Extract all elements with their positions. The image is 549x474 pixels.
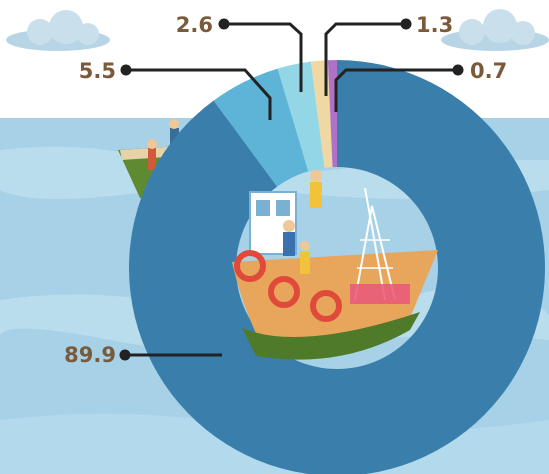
data-label: 2.6 <box>176 13 213 37</box>
leader-dot <box>119 349 131 361</box>
leader-line <box>324 22 406 96</box>
leader-line <box>334 68 458 112</box>
leader-line <box>126 68 272 120</box>
leader-dot <box>120 64 132 76</box>
leader-dot <box>218 18 230 30</box>
leader-dot <box>400 18 412 30</box>
data-label: 5.5 <box>79 59 116 83</box>
data-label: 0.7 <box>470 59 507 83</box>
donut-slices: 89.9 5.5 2.6 1.3 0.7 <box>64 13 545 474</box>
data-label: 89.9 <box>64 343 116 367</box>
data-label: 1.3 <box>416 13 453 37</box>
leader-dot <box>452 64 464 76</box>
donut-slice <box>213 68 309 187</box>
donut-slice <box>129 60 545 474</box>
fishing-boat-illustration <box>232 170 438 360</box>
cloud-right <box>441 9 549 51</box>
leader-line <box>224 22 303 92</box>
donut-slice <box>277 61 325 172</box>
cloud-left <box>6 10 110 51</box>
